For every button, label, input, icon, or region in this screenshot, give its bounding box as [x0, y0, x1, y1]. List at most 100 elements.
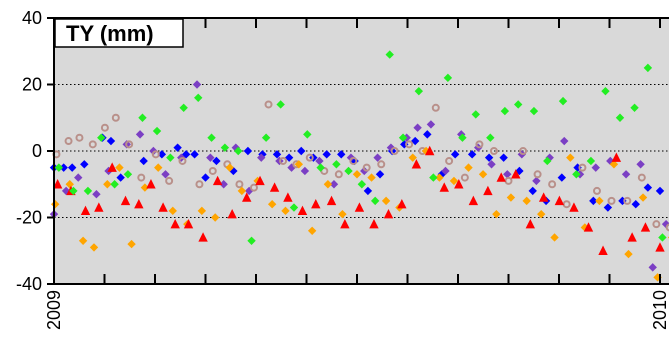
data-point	[528, 186, 537, 196]
y-tick-label: 20	[22, 75, 42, 95]
data-point	[201, 173, 210, 182]
data-point	[242, 192, 252, 202]
data-point	[97, 133, 106, 142]
data-point	[151, 150, 160, 159]
data-point	[287, 163, 296, 172]
data-point	[533, 170, 542, 179]
data-point	[653, 273, 662, 282]
data-point	[475, 140, 484, 149]
title-box	[54, 18, 184, 48]
data-point	[429, 173, 438, 182]
data-point	[352, 170, 362, 179]
data-point	[435, 173, 444, 182]
data-point	[375, 170, 385, 179]
data-point	[264, 100, 273, 109]
data-point	[225, 163, 234, 172]
data-point	[589, 196, 598, 206]
data-point	[235, 180, 244, 189]
data-point	[300, 166, 310, 176]
data-point	[443, 73, 453, 83]
data-point	[75, 133, 84, 142]
data-point	[173, 143, 182, 152]
data-point	[197, 206, 207, 216]
data-point	[120, 195, 131, 206]
x-tick-label: 2010	[650, 290, 669, 330]
data-point	[648, 263, 657, 272]
data-point	[92, 190, 101, 199]
data-point	[383, 208, 394, 219]
data-point	[413, 123, 422, 132]
data-point	[267, 200, 277, 209]
data-point	[441, 166, 450, 176]
data-point	[478, 170, 488, 179]
data-point	[439, 182, 449, 192]
y-tick-label: -20	[16, 208, 42, 228]
data-point	[580, 223, 590, 232]
data-point	[557, 173, 567, 182]
x-tick-label: 2009	[44, 290, 64, 330]
data-point	[414, 86, 424, 96]
data-point	[316, 163, 325, 172]
data-point	[529, 106, 539, 116]
data-point	[410, 136, 420, 146]
data-point	[486, 133, 495, 142]
data-point	[370, 196, 380, 206]
data-point	[506, 193, 516, 202]
data-point	[550, 233, 559, 242]
data-point	[483, 185, 493, 196]
data-point	[80, 160, 89, 169]
data-point	[303, 130, 312, 139]
data-point	[140, 183, 150, 192]
data-point	[598, 245, 608, 255]
data-point	[166, 153, 175, 162]
data-point	[74, 173, 83, 182]
data-point	[149, 146, 158, 156]
data-point	[423, 130, 432, 139]
data-point	[212, 156, 221, 166]
data-point	[64, 137, 73, 146]
data-point	[607, 196, 616, 205]
data-point	[411, 159, 422, 169]
data-point	[522, 196, 531, 206]
data-point	[322, 150, 331, 159]
data-point	[198, 232, 208, 242]
data-point	[78, 236, 88, 245]
data-point	[655, 242, 665, 252]
data-point	[487, 160, 496, 169]
data-point	[249, 183, 258, 192]
data-point	[511, 169, 521, 179]
data-point	[373, 153, 382, 162]
data-point	[110, 180, 119, 189]
data-point	[207, 133, 216, 142]
y-tick-label: -40	[16, 274, 42, 294]
data-point	[471, 110, 480, 119]
data-points	[49, 50, 669, 282]
data-point	[294, 160, 304, 169]
data-point	[127, 239, 136, 249]
data-point	[367, 173, 376, 182]
data-point	[165, 176, 174, 185]
data-point	[454, 179, 464, 189]
data-point	[658, 233, 667, 242]
data-point	[281, 206, 290, 216]
data-point	[332, 160, 341, 169]
data-point	[183, 218, 194, 229]
data-point	[377, 160, 386, 169]
data-point	[386, 143, 396, 152]
data-point	[134, 199, 144, 209]
data-point	[337, 150, 346, 159]
data-point	[52, 179, 63, 189]
data-point	[307, 226, 317, 235]
data-point	[178, 156, 187, 165]
data-point	[170, 218, 180, 229]
data-point	[426, 120, 436, 129]
data-point	[592, 186, 601, 195]
data-point	[431, 103, 440, 112]
data-point	[272, 150, 282, 159]
data-point	[257, 153, 266, 162]
data-point	[665, 223, 669, 232]
data-point	[349, 156, 358, 165]
data-point	[305, 153, 314, 162]
y-axis-ticks: 40 20 0 -20 -40	[16, 8, 54, 294]
data-point	[346, 153, 356, 162]
